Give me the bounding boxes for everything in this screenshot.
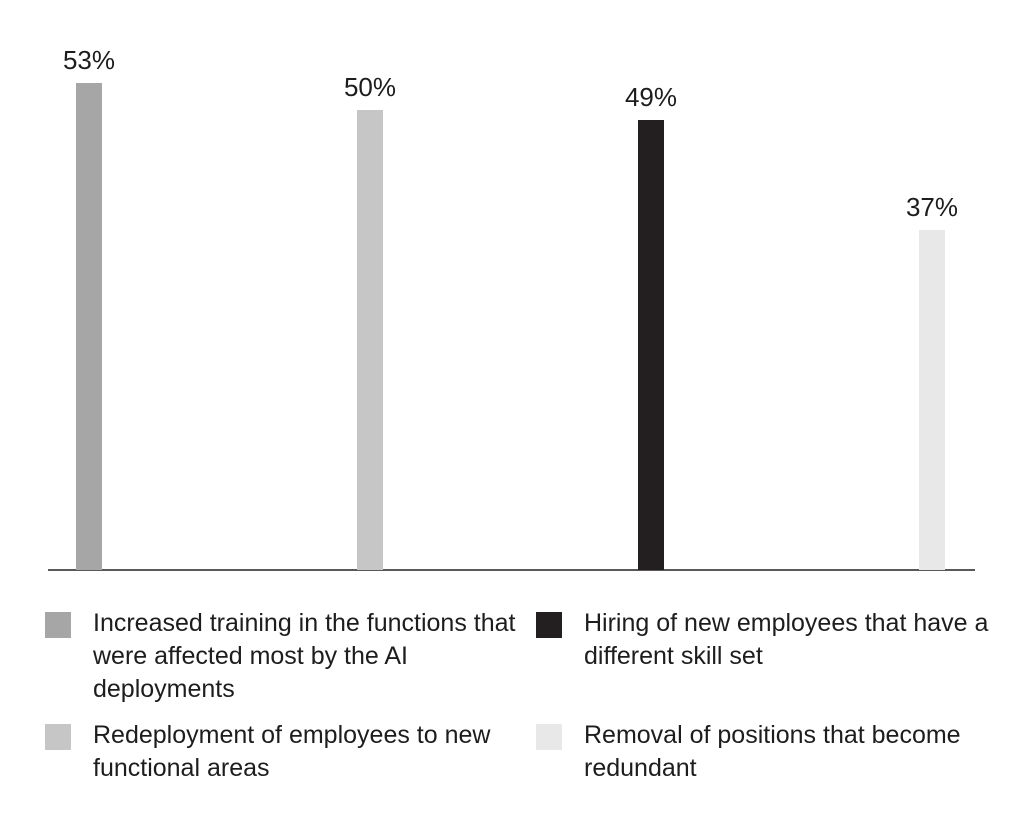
legend-swatch-hiring xyxy=(536,612,562,638)
legend-label-increased-training: Increased training in the functions that… xyxy=(93,609,516,703)
bar-removal xyxy=(919,230,945,570)
bar-value-label-redeployment: 50% xyxy=(343,72,397,102)
x-axis-baseline xyxy=(48,569,975,571)
chart-legend: Increased training in the functions that… xyxy=(45,607,1015,785)
bar-value-label-increased-training: 53% xyxy=(62,45,116,75)
legend-label-hiring: Hiring of new employees that have a diff… xyxy=(584,609,989,670)
bar-increased-training xyxy=(76,83,102,570)
legend-item-redeployment: Redeployment of employees to new functio… xyxy=(45,719,536,785)
plot-area: 53% 50% 49% 37% xyxy=(48,45,975,571)
legend-item-removal: Removal of positions that become redunda… xyxy=(536,719,1015,785)
legend-item-hiring: Hiring of new employees that have a diff… xyxy=(536,607,1015,673)
bar-value-label-removal: 37% xyxy=(905,192,959,222)
legend-item-increased-training: Increased training in the functions that… xyxy=(45,607,536,706)
legend-swatch-redeployment xyxy=(45,724,71,750)
bar-redeployment xyxy=(357,110,383,570)
legend-label-removal: Removal of positions that become redunda… xyxy=(584,721,961,782)
bar-hiring xyxy=(638,120,664,570)
bar-value-label-hiring: 49% xyxy=(624,82,678,112)
legend-swatch-increased-training xyxy=(45,612,71,638)
legend-label-redeployment: Redeployment of employees to new functio… xyxy=(93,721,491,782)
legend-swatch-removal xyxy=(536,724,562,750)
